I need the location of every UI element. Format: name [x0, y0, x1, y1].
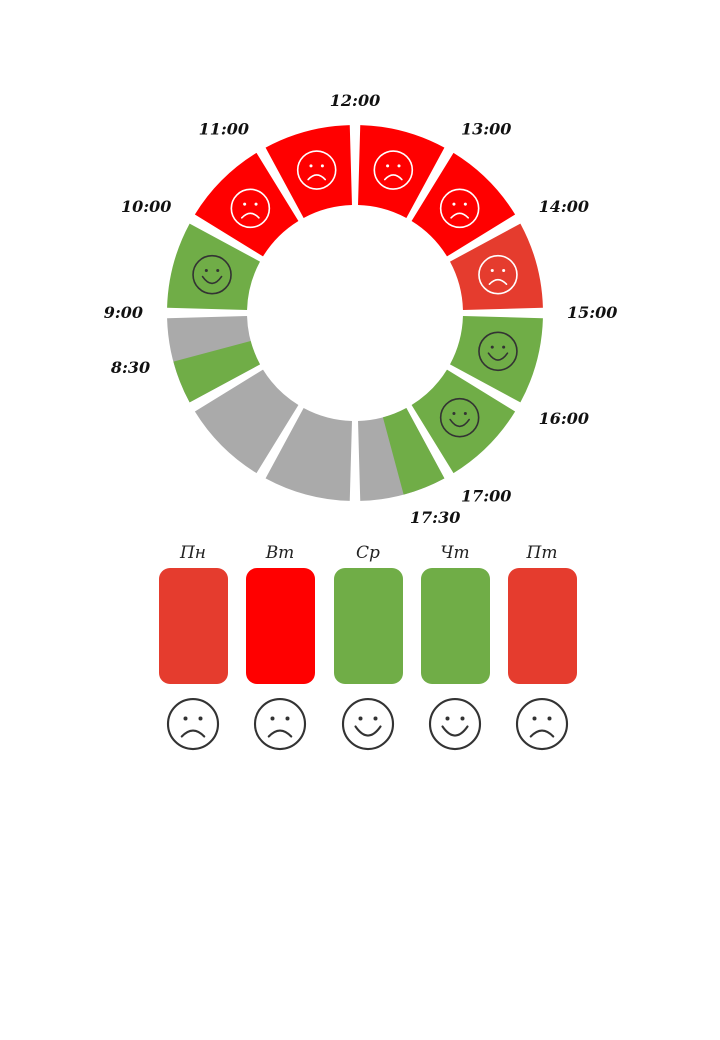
- hourly-mood-ring: 8:30 9:00 10:00 11:00 12:00 13:00 14:00 15:00 16…: [104, 91, 618, 527]
- ring-segment: [265, 125, 352, 218]
- day-column: Чт: [420, 540, 490, 752]
- happy-face-icon: [478, 331, 518, 372]
- time-label: 12:00: [330, 91, 380, 110]
- day-name: Ср: [356, 543, 380, 563]
- time-label: 15:00: [567, 303, 617, 322]
- time-label: 16:00: [539, 409, 589, 428]
- sad-face-icon: [515, 697, 569, 751]
- day-name: Вт: [265, 543, 295, 563]
- happy-face-icon: [439, 397, 480, 438]
- day-column: Вт: [245, 540, 315, 752]
- sad-face-icon: [253, 697, 307, 751]
- ring-segment-fill: [411, 152, 516, 257]
- ring-segment: [194, 369, 299, 474]
- day-name: Чт: [440, 543, 470, 563]
- day-name: Пт: [526, 543, 558, 563]
- ring-segment: [411, 369, 516, 474]
- sad-face-icon: [515, 697, 569, 751]
- time-label: 14:00: [539, 197, 589, 216]
- day-column: Пт: [507, 540, 577, 752]
- happy-face-icon: [192, 254, 232, 295]
- time-label: 17:30: [410, 508, 460, 527]
- ring-segment-partial-fill: [173, 340, 260, 403]
- happy-face-icon: [428, 697, 482, 751]
- day-mood-block: [507, 568, 577, 684]
- sad-face-icon: [478, 254, 518, 295]
- time-label: 13:00: [461, 119, 511, 138]
- ring-segment: [450, 223, 543, 310]
- day-mood-block: [245, 568, 315, 684]
- time-label: 17:00: [461, 487, 511, 506]
- ring-segment-fill: [167, 223, 260, 310]
- sad-face-icon: [296, 150, 337, 190]
- sad-face-icon: [439, 188, 480, 229]
- ring-segment: [450, 316, 543, 403]
- day-mood-block: [420, 568, 490, 684]
- ring-segment-partial-fill: [382, 408, 445, 495]
- ring-segment-fill: [265, 125, 352, 218]
- sad-face-icon: [253, 697, 307, 751]
- ring-segment-fill: [194, 152, 299, 257]
- day-column: Пн: [158, 540, 228, 752]
- sad-face-icon: [166, 697, 220, 751]
- happy-face-icon: [428, 697, 482, 751]
- ring-segment: [411, 152, 516, 257]
- happy-face-icon: [341, 697, 395, 751]
- day-name: Пн: [179, 543, 207, 563]
- ring-segment-fill: [358, 125, 445, 218]
- ring-segment: [167, 316, 260, 403]
- ring-segment-fill: [265, 408, 352, 501]
- sad-face-icon: [230, 188, 271, 229]
- ring-segment-fill: [411, 369, 516, 474]
- ring-segment: [167, 223, 260, 310]
- ring-segment: [194, 152, 299, 257]
- ring-segment: [265, 408, 352, 501]
- day-mood-block: [333, 568, 403, 684]
- time-label: 9:00: [104, 303, 143, 322]
- sad-face-icon: [373, 150, 414, 190]
- ring-segment-fill: [194, 369, 299, 474]
- time-label: 8:30: [110, 358, 150, 377]
- time-label: 11:00: [199, 119, 249, 138]
- day-mood-block: [158, 568, 228, 684]
- happy-face-icon: [341, 697, 395, 751]
- ring-segment: [358, 408, 445, 501]
- sad-face-icon: [166, 697, 220, 751]
- ring-segment-fill: [450, 223, 543, 310]
- time-label: 10:00: [121, 197, 171, 216]
- day-column: Ср: [333, 540, 403, 752]
- ring-segment: [358, 125, 445, 218]
